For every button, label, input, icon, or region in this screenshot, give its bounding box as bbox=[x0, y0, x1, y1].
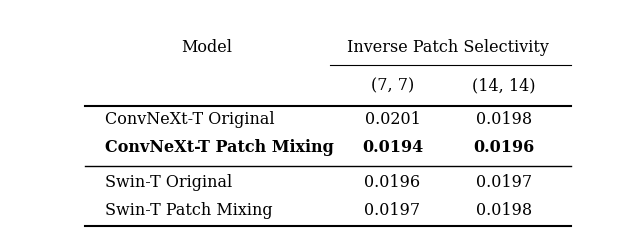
Text: Model: Model bbox=[181, 39, 232, 56]
Text: Inverse Patch Selectivity: Inverse Patch Selectivity bbox=[348, 39, 549, 56]
Text: 0.0196: 0.0196 bbox=[474, 139, 534, 156]
Text: 0.0198: 0.0198 bbox=[476, 201, 532, 219]
Text: (14, 14): (14, 14) bbox=[472, 77, 536, 94]
Text: Swin-T Original: Swin-T Original bbox=[105, 174, 232, 191]
Text: ConvNeXt-T Original: ConvNeXt-T Original bbox=[105, 111, 275, 128]
Text: 0.0197: 0.0197 bbox=[364, 201, 420, 219]
Text: 0.0198: 0.0198 bbox=[476, 111, 532, 128]
Text: Swin-T Patch Mixing: Swin-T Patch Mixing bbox=[105, 201, 273, 219]
Text: 0.0201: 0.0201 bbox=[365, 111, 420, 128]
Text: 0.0196: 0.0196 bbox=[364, 174, 420, 191]
Text: 0.0197: 0.0197 bbox=[476, 174, 532, 191]
Text: 0.0194: 0.0194 bbox=[362, 139, 423, 156]
Text: (7, 7): (7, 7) bbox=[371, 77, 414, 94]
Text: ConvNeXt-T Patch Mixing: ConvNeXt-T Patch Mixing bbox=[105, 139, 333, 156]
